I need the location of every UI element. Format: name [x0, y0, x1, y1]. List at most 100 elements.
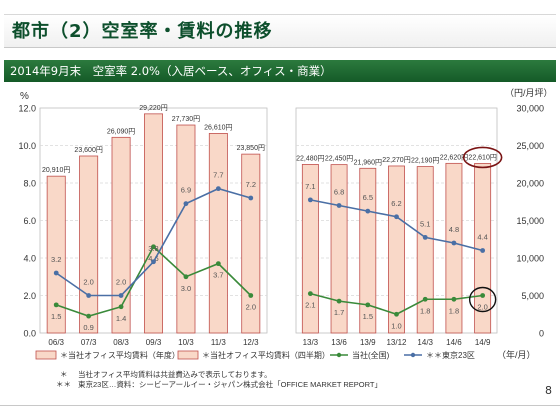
- tokyo-vacancy-label: 6.9: [181, 186, 191, 195]
- tokyo-vacancy-label: 2.0: [116, 278, 126, 287]
- company-vacancy-label: 4.6: [148, 254, 158, 263]
- right-axis-unit: （円/月坪）: [505, 88, 553, 98]
- x-axis-tick-label: 13/3: [303, 338, 319, 347]
- legend-swatch-half: [177, 350, 199, 360]
- company-vacancy-label: 3.7: [213, 271, 223, 280]
- company-vacancy-point: [422, 296, 428, 302]
- company-vacancy-point: [118, 304, 124, 310]
- company-vacancy-point: [394, 311, 399, 317]
- company-vacancy-point: [215, 261, 221, 267]
- vacancy-highlight-ring: [468, 286, 497, 313]
- tokyo-vacancy-point: [307, 197, 313, 203]
- rent-highlight-ring: [462, 146, 503, 169]
- rent-bar-label: 22,190円: [411, 157, 439, 165]
- company-vacancy-label: 1.7: [334, 308, 344, 317]
- rent-bar-label: 29,220円: [139, 104, 167, 112]
- vacancy-rent-chart: % （円/月坪） （年/月） ＊当社オフィス平均賃料（年度） ＊当社オフィス平均…: [18, 88, 553, 388]
- x-axis-tick-label: 13/12: [386, 338, 407, 347]
- company-vacancy-point: [307, 291, 313, 297]
- left-axis-tick-label: 8.0: [23, 179, 36, 189]
- tokyo-vacancy-label: 7.7: [213, 171, 223, 180]
- tokyo-vacancy-point: [451, 240, 457, 246]
- x-axis-tick-label: 12/3: [243, 338, 259, 347]
- tokyo-vacancy-label: 4.4: [477, 233, 487, 242]
- tokyo-vacancy-point: [215, 186, 221, 192]
- company-vacancy-label: 1.8: [420, 306, 430, 315]
- right-axis-tick-label: 10,000: [516, 254, 544, 264]
- rent-bar: [46, 175, 66, 334]
- company-vacancy-point: [53, 302, 59, 308]
- right-axis-tick-label: 0: [539, 329, 544, 339]
- right-axis-tick-label: 25,000: [516, 141, 544, 151]
- rent-bar-label: 22,270円: [382, 156, 410, 164]
- tokyo-vacancy-label: 4.8: [449, 225, 459, 234]
- right-axis-tick-label: 15,000: [516, 216, 544, 226]
- rent-bar-label: 23,600円: [74, 146, 102, 154]
- x-axis-tick-label: 09/3: [146, 338, 162, 347]
- company-vacancy-point: [336, 298, 342, 304]
- legend-label-company: 当社(全国): [352, 350, 390, 360]
- company-vacancy-label: 1.8: [449, 306, 459, 315]
- left-axis-tick-label: 0.0: [23, 329, 36, 339]
- right-axis-tick-label: 20,000: [516, 179, 544, 189]
- left-axis-tick-label: 6.0: [23, 216, 36, 226]
- company-vacancy-label: 1.5: [363, 312, 373, 321]
- tokyo-vacancy-label: 2.0: [83, 278, 93, 287]
- left-axis-unit: %: [20, 91, 29, 102]
- rent-bar-label: 22,620円: [440, 153, 468, 161]
- rent-bar-label: 26,090円: [107, 127, 135, 135]
- right-axis-tick-label: 30,000: [516, 104, 544, 114]
- company-vacancy-point: [480, 293, 486, 298]
- rent-bar-label: 23,850円: [237, 144, 265, 152]
- rent-bar-label: 26,610円: [204, 123, 232, 131]
- x-axis-tick-label: 13/6: [331, 338, 347, 347]
- rent-bar: [79, 155, 99, 334]
- company-vacancy-label: 2.0: [477, 303, 487, 312]
- rent-bar-label: 22,480円: [296, 154, 324, 162]
- tokyo-vacancy-point: [480, 248, 486, 253]
- x-axis-tick-label: 10/3: [178, 338, 194, 347]
- rent-bar: [416, 166, 434, 334]
- x-axis-tick-label: 14/3: [417, 338, 433, 347]
- company-vacancy-label: 1.4: [116, 314, 126, 323]
- company-vacancy-point: [183, 274, 189, 280]
- x-axis-tick-label: 14/6: [446, 338, 462, 347]
- tokyo-vacancy-point: [86, 293, 92, 298]
- legend-marker-company: [336, 352, 342, 358]
- tokyo-vacancy-point: [151, 259, 156, 265]
- legend-label-tokyo: ＊＊東京23区: [426, 350, 475, 360]
- rent-bar: [445, 162, 463, 334]
- x-axis-tick-label: 11/3: [211, 338, 227, 347]
- company-vacancy-label: 1.5: [51, 312, 61, 321]
- company-vacancy-label: 2.0: [246, 303, 256, 312]
- legend-label-annual: ＊当社オフィス平均賃料（年度）: [60, 350, 180, 360]
- x-axis-tick-label: 07/3: [81, 338, 97, 347]
- company-vacancy-point: [365, 302, 371, 308]
- footnote-2: 東京23区…資料：シービーアールイー・ジャパン株式会社「OFFICE MARKE…: [78, 379, 382, 388]
- tokyo-vacancy-point: [53, 270, 59, 276]
- tokyo-vacancy-label: 6.5: [363, 193, 373, 202]
- page-title: 都市（2）空室率・賃料の推移: [12, 21, 273, 42]
- tokyo-vacancy-point: [394, 214, 399, 220]
- company-vacancy-label: 0.9: [83, 323, 93, 332]
- rent-bar: [388, 165, 405, 334]
- footnote-1-mark: ＊: [60, 370, 68, 379]
- x-axis-tick-label: 08/3: [113, 338, 129, 347]
- company-vacancy-point: [451, 296, 457, 302]
- tokyo-vacancy-label: 6.8: [334, 188, 344, 197]
- footnote-2-mark: ＊＊: [56, 380, 71, 388]
- tokyo-vacancy-label: 6.2: [391, 199, 401, 208]
- page-number: 8: [545, 384, 552, 397]
- company-vacancy-label: 2.1: [305, 301, 315, 310]
- left-axis-tick-label: 10.0: [18, 141, 36, 151]
- tokyo-vacancy-label: 7.2: [246, 180, 256, 189]
- tokyo-vacancy-point: [248, 195, 254, 201]
- left-axis-tick-label: 2.0: [23, 291, 36, 301]
- tokyo-vacancy-point: [336, 203, 342, 208]
- left-axis-tick-label: 12.0: [18, 104, 36, 114]
- tokyo-vacancy-point: [365, 208, 371, 214]
- legend-swatch-annual: [35, 350, 57, 360]
- rent-bar: [144, 113, 163, 334]
- tokyo-vacancy-point: [422, 234, 428, 240]
- x-axis-unit: （年/月）: [497, 349, 536, 360]
